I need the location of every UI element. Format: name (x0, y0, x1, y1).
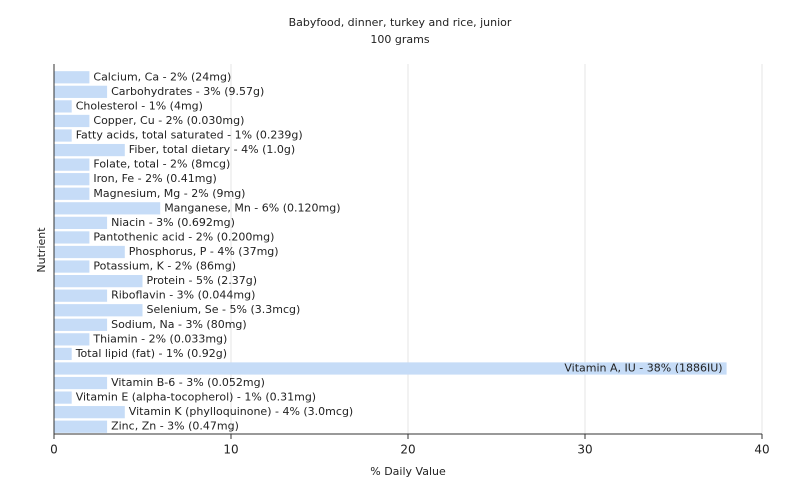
bar (54, 114, 90, 128)
chart-subtitle: 100 grams (370, 33, 429, 46)
x-tick-label: 10 (223, 443, 238, 457)
bar-label: Pantothenic acid - 2% (0.200mg) (93, 230, 274, 243)
x-tick-label: 40 (754, 443, 769, 457)
bar (54, 100, 72, 113)
bar (54, 216, 108, 229)
x-axis-label: % Daily Value (370, 465, 446, 478)
bar (54, 362, 727, 375)
x-tick-label: 30 (577, 443, 592, 457)
bar-label: Iron, Fe - 2% (0.41mg) (93, 172, 216, 185)
bar (54, 129, 72, 142)
bar (54, 289, 108, 302)
bar (54, 143, 125, 157)
bar (54, 231, 90, 244)
bar-label: Fiber, total dietary - 4% (1.0g) (129, 143, 295, 156)
bar (54, 347, 72, 361)
bar-label: Magnesium, Mg - 2% (9mg) (93, 187, 245, 200)
bar-label: Cholesterol - 1% (4mg) (76, 99, 203, 112)
bar-label: Calcium, Ca - 2% (24mg) (93, 70, 231, 83)
bar-label: Carbohydrates - 3% (9.57g) (111, 85, 264, 98)
bar-label: Potassium, K - 2% (86mg) (93, 260, 236, 273)
bar (54, 71, 90, 84)
bar-label: Niacin - 3% (0.692mg) (111, 216, 235, 229)
bar-label: Total lipid (fat) - 1% (0.92g) (75, 347, 227, 360)
bar-label: Vitamin A, IU - 38% (1886IU) (564, 361, 722, 374)
x-tick-label: 20 (400, 443, 415, 457)
bar (54, 187, 90, 200)
bar-label: Phosphorus, P - 4% (37mg) (129, 245, 279, 258)
bar (54, 173, 90, 186)
bar-label: Sodium, Na - 3% (80mg) (111, 318, 247, 331)
bar (54, 202, 161, 215)
bar (54, 376, 108, 390)
bar (54, 420, 108, 433)
bar (54, 85, 108, 98)
bar (54, 333, 90, 346)
bar (54, 260, 90, 273)
bar (54, 318, 108, 331)
bar-label: Protein - 5% (2.37g) (147, 274, 258, 287)
bar-label: Copper, Cu - 2% (0.030mg) (93, 114, 244, 127)
bar-label: Vitamin B-6 - 3% (0.052mg) (111, 376, 265, 389)
bar-label: Folate, total - 2% (8mcg) (93, 158, 230, 171)
y-axis-label: Nutrient (35, 227, 48, 273)
bar (54, 245, 125, 259)
bar-label: Thiamin - 2% (0.033mg) (92, 332, 227, 345)
bar (54, 275, 143, 288)
bar-label: Fatty acids, total saturated - 1% (0.239… (76, 129, 303, 142)
bar-label: Manganese, Mn - 6% (0.120mg) (164, 201, 340, 214)
chart-title: Babyfood, dinner, turkey and rice, junio… (289, 16, 512, 29)
bar-label: Vitamin K (phylloquinone) - 4% (3.0mcg) (129, 405, 353, 418)
bar (54, 391, 72, 404)
x-tick-label: 0 (50, 443, 58, 457)
bar (54, 158, 90, 171)
bar-label: Vitamin E (alpha-tocopherol) - 1% (0.31m… (76, 391, 316, 404)
bar-label: Riboflavin - 3% (0.044mg) (111, 289, 255, 302)
bar-label: Selenium, Se - 5% (3.3mcg) (147, 303, 301, 316)
bar-label: Zinc, Zn - 3% (0.47mg) (111, 420, 239, 433)
bar (54, 406, 125, 419)
bar (54, 304, 143, 317)
